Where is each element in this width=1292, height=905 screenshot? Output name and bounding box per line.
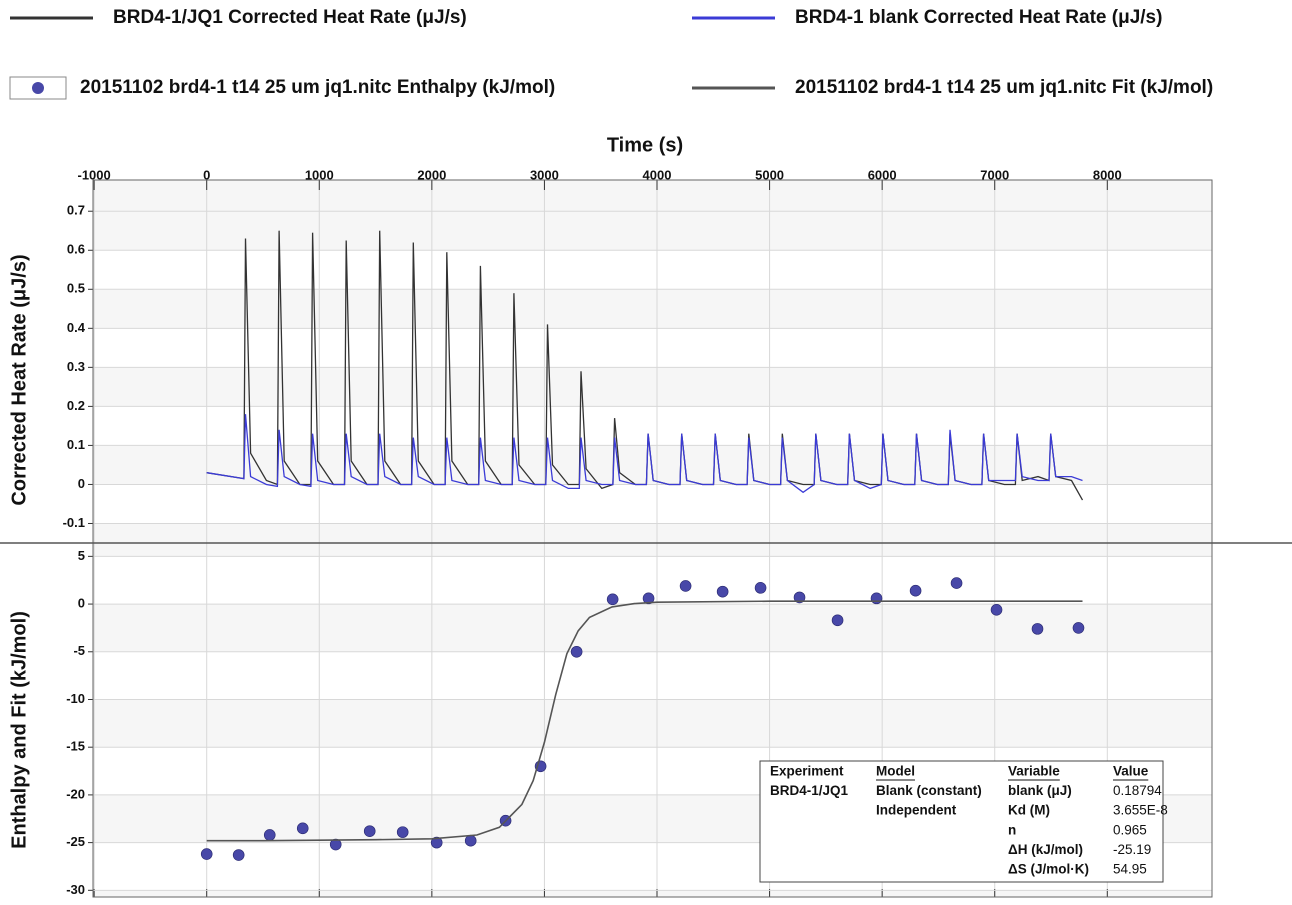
table-header: Value	[1113, 764, 1149, 779]
table-cell: 0.18794	[1113, 783, 1162, 798]
table-cell: ΔS (J/mol·K)	[1008, 861, 1089, 876]
y-tick-label: 0	[78, 596, 85, 611]
table-cell: 54.95	[1113, 861, 1147, 876]
enthalpy-point	[263, 829, 276, 841]
enthalpy-point	[396, 826, 409, 838]
x-tick-label: 4000	[643, 167, 672, 182]
x-tick-label: 6000	[868, 167, 897, 182]
x-tick-label: -1000	[78, 167, 111, 182]
y-tick-label: -0.1	[63, 515, 85, 530]
enthalpy-point	[1072, 622, 1085, 634]
x-tick-label: 1000	[305, 167, 334, 182]
legend-label: BRD4-1 blank Corrected Heat Rate (μJ/s)	[795, 7, 1162, 28]
y-axis-title: Corrected Heat Rate (μJ/s)	[8, 254, 30, 505]
legend-label: 20151102 brd4-1 t14 25 um jq1.nitc Fit (…	[795, 77, 1213, 98]
x-tick-label: 2000	[417, 167, 446, 182]
y-tick-label: 0.4	[67, 320, 86, 335]
enthalpy-point	[1031, 623, 1044, 635]
table-cell: Kd (M)	[1008, 803, 1050, 818]
enthalpy-point	[329, 838, 342, 851]
heat-rate-line	[206, 414, 1083, 494]
y-tick-label: -25	[66, 834, 85, 849]
y-tick-label: -30	[66, 882, 85, 897]
enthalpy-point	[793, 591, 806, 604]
enthalpy-point	[909, 584, 922, 597]
enthalpy-point	[464, 834, 477, 847]
table-cell: -25.19	[1113, 842, 1151, 857]
table-cell: n	[1008, 822, 1016, 837]
y-tick-label: 0.6	[67, 242, 85, 257]
x-axis-title: Time (s)	[607, 134, 683, 156]
y-tick-label: 5	[78, 548, 85, 563]
y-tick-label: 0.2	[67, 398, 85, 413]
enthalpy-point	[950, 577, 963, 589]
table-header: Variable	[1008, 764, 1060, 779]
y-tick-label: 0.7	[67, 203, 85, 218]
table-cell: Blank (constant)	[876, 783, 982, 798]
fit-line	[206, 600, 1083, 842]
band	[93, 406, 1212, 446]
enthalpy-point	[606, 593, 619, 606]
y-tick-label: -10	[66, 691, 85, 706]
band	[93, 651, 1212, 700]
table-cell: Independent	[876, 803, 957, 818]
enthalpy-point	[716, 585, 729, 598]
enthalpy-point	[232, 849, 245, 861]
enthalpy-point	[754, 582, 767, 594]
enthalpy-point	[831, 614, 844, 627]
y-tick-label: -5	[73, 643, 85, 658]
enthalpy-point	[990, 603, 1003, 616]
enthalpy-point	[363, 825, 376, 837]
legend-swatch	[32, 82, 44, 94]
y-tick-label: 0.1	[67, 437, 85, 452]
y-tick-label: -20	[66, 786, 85, 801]
table-cell: BRD4-1/JQ1	[770, 783, 849, 798]
band	[93, 484, 1212, 524]
y-tick-label: -15	[66, 739, 85, 754]
band	[93, 250, 1212, 290]
x-tick-label: 3000	[530, 167, 559, 182]
y-tick-label: 0.3	[67, 359, 85, 374]
x-tick-label: 7000	[980, 167, 1009, 182]
enthalpy-point	[200, 848, 213, 860]
table-header: Experiment	[770, 764, 844, 779]
enthalpy-point	[679, 580, 692, 592]
table-cell: blank (μJ)	[1008, 783, 1072, 798]
table-cell: 0.965	[1113, 822, 1147, 837]
enthalpy-point	[570, 645, 583, 658]
table-header: Model	[876, 764, 915, 779]
y-tick-label: 0	[78, 476, 85, 491]
enthalpy-point	[296, 822, 309, 835]
band	[93, 328, 1212, 368]
table-cell: 3.655E-8	[1113, 803, 1168, 818]
legend-label: BRD4-1/JQ1 Corrected Heat Rate (μJ/s)	[113, 7, 467, 28]
enthalpy-point	[430, 836, 443, 849]
table-cell: ΔH (kJ/mol)	[1008, 842, 1083, 857]
x-tick-label: 0	[203, 167, 210, 182]
y-tick-label: 0.5	[67, 281, 85, 296]
param-table	[759, 760, 1164, 883]
x-tick-label: 8000	[1093, 167, 1122, 182]
legend-label: 20151102 brd4-1 t14 25 um jq1.nitc Entha…	[80, 77, 555, 98]
enthalpy-point	[642, 592, 655, 605]
y-axis-title: Enthalpy and Fit (kJ/mol)	[8, 611, 30, 849]
x-tick-label: 5000	[755, 167, 784, 182]
enthalpy-point	[870, 592, 883, 605]
